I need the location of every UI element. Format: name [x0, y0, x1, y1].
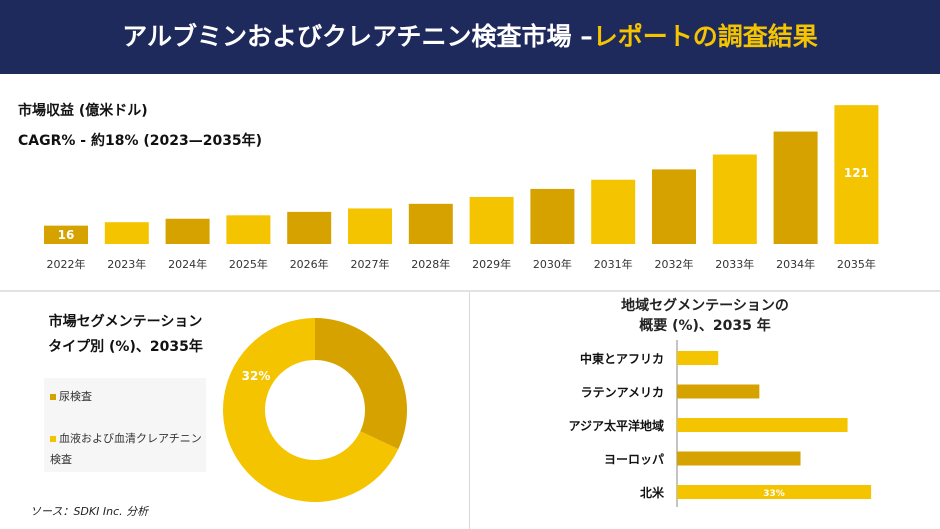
page-title: アルブミンおよびクレアチニン検査市場 –レポートの調査結果 [122, 22, 818, 51]
revenue-bar [773, 131, 818, 244]
revenue-bar [226, 215, 271, 244]
revenue-bar [348, 208, 392, 244]
year-tick-label: 2028年 [411, 257, 450, 271]
revenue-bar [712, 154, 757, 244]
type-donut-chart: 32% [223, 318, 407, 502]
year-tick-label: 2033年 [715, 257, 754, 271]
year-tick-label: 2035年 [837, 257, 876, 271]
year-tick-label: 2023年 [107, 257, 146, 271]
donut-slice [223, 318, 399, 502]
region-title: 地域セグメンテーションの 概要 (%)、2035 年 [621, 298, 789, 334]
year-tick-label: 2027年 [351, 257, 390, 271]
revenue-bar [652, 169, 696, 244]
year-tick-label: 2030年 [533, 257, 572, 271]
legend-item: 尿検査 [50, 386, 92, 407]
year-tick-label: 2031年 [594, 257, 633, 271]
bar-data-label: 121 [844, 166, 869, 180]
region-bar [677, 485, 872, 499]
revenue-bar-chart: 2022年 16 2023年 2024年 2025年 2026年 2027年 2028年 202… [44, 105, 879, 271]
revenue-bar [834, 105, 879, 244]
revenue-bar [530, 188, 575, 244]
region-tick-label: アジア太平洋地域 [568, 418, 664, 433]
region-bar [677, 451, 801, 466]
region-tick-label: ラテンアメリカ [581, 386, 664, 400]
market-revenue-title: 市場収益 (億米ドル) [18, 103, 148, 119]
year-tick-label: 2022年 [47, 257, 86, 271]
year-tick-label: 2032年 [655, 257, 694, 271]
revenue-bar [44, 225, 88, 244]
section-divider-vertical [469, 292, 470, 529]
region-bar [677, 418, 848, 432]
cagr-label: CAGR% - 約18% (2023—2035年) [18, 133, 263, 149]
revenue-bar [165, 218, 210, 244]
donut-legend: 尿検査 血液および血清クレアチニン検査 [44, 378, 206, 472]
source-note: ソース：SDKI Inc. 分析 [30, 505, 149, 518]
legend-item: 血液および血清クレアチニン検査 [50, 432, 202, 466]
region-bar [677, 351, 719, 365]
donut-data-label: 32% [242, 369, 271, 383]
revenue-bar [408, 203, 453, 244]
header-banner: アルブミンおよびクレアチニン検査市場 –レポートの調査結果 [0, 0, 940, 74]
revenue-bar [287, 211, 332, 244]
region-tick-label: 中東とアフリカ [580, 351, 664, 366]
revenue-bar [104, 222, 149, 244]
donut-slice [315, 318, 407, 450]
page-title-accent: レポートの調査結果 [592, 22, 818, 51]
region-tick-label: 北米 [640, 485, 665, 500]
year-tick-label: 2029年 [472, 257, 511, 271]
region-tick-label: ヨーロッパ [604, 453, 664, 467]
region-data-label: 33% [763, 489, 785, 499]
bar-data-label: 16 [58, 228, 75, 242]
year-tick-label: 2034年 [776, 257, 815, 271]
region-bar [677, 384, 760, 399]
segmentation-title: 市場セグメンテーション タイプ別 (%)、2035年 [48, 314, 203, 355]
year-tick-label: 2024年 [168, 257, 207, 271]
year-tick-label: 2026年 [290, 257, 329, 271]
revenue-bar [591, 179, 636, 244]
revenue-bar [469, 196, 514, 244]
section-divider [0, 290, 940, 292]
year-tick-label: 2025年 [229, 257, 268, 271]
